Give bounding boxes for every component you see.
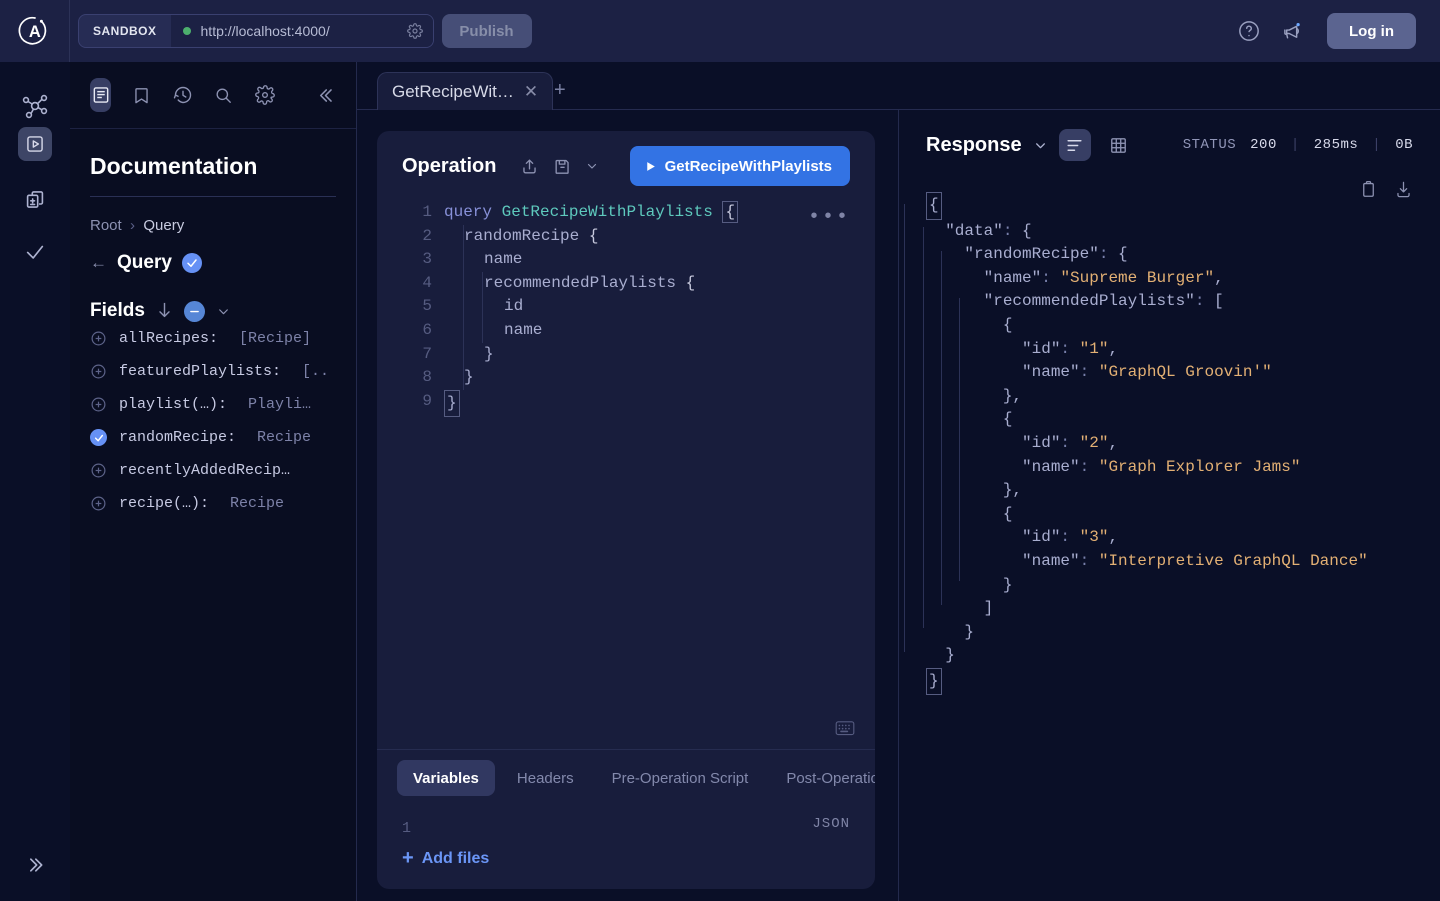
svg-text:A: A [28, 23, 40, 41]
